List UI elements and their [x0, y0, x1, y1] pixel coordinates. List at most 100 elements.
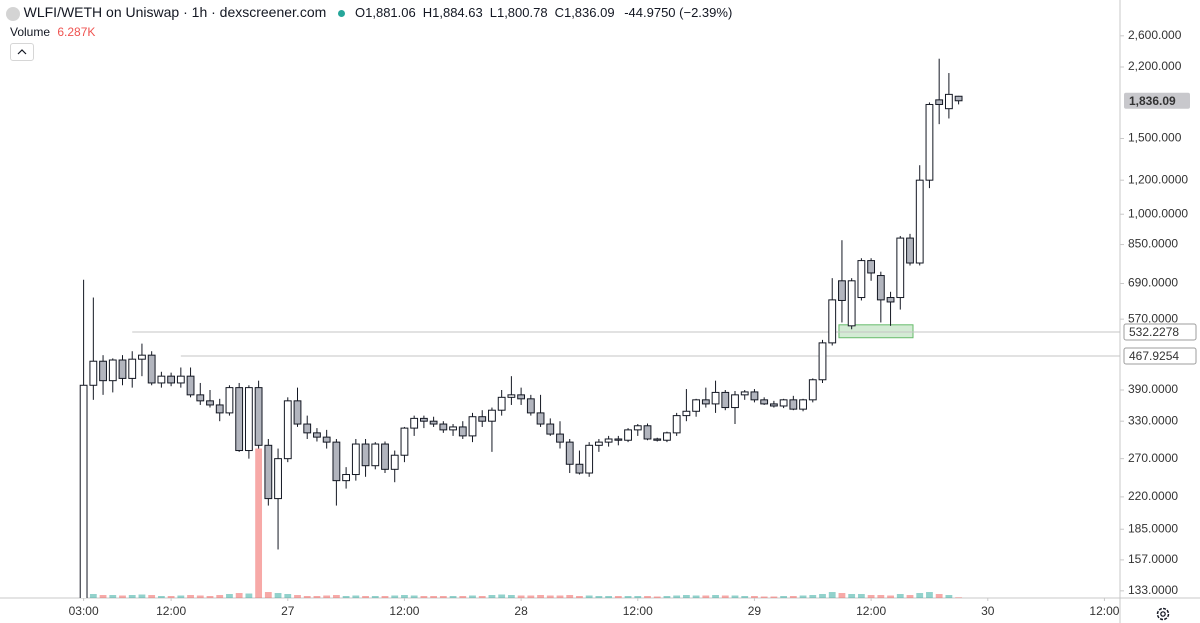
volume-bar [362, 596, 369, 598]
candle-body [99, 360, 107, 382]
y-tick-label: 2,600.000 [1128, 28, 1182, 42]
volume-bar [653, 596, 661, 598]
collapse-button[interactable] [10, 43, 34, 61]
volume-bar [634, 596, 642, 598]
ohlc-value: 1,884.63 [432, 5, 483, 20]
candle-body [565, 441, 574, 465]
settings-icon[interactable] [1156, 607, 1170, 621]
volume-bar [546, 595, 554, 598]
volume-bar [274, 593, 282, 598]
candle-body [828, 299, 837, 344]
candle-body [147, 354, 156, 384]
volume-bar [284, 594, 292, 598]
candle-body [585, 444, 594, 474]
volume-bar [469, 595, 476, 598]
volume-bar [478, 596, 486, 598]
candle-body [206, 400, 214, 406]
candle-body [526, 398, 535, 414]
volume-bar [585, 595, 593, 598]
candle-body [497, 396, 506, 411]
candle-body [886, 297, 895, 303]
volume-bar [303, 596, 311, 598]
y-tick-label: 690.0000 [1128, 276, 1178, 290]
ohlc-key: H [422, 5, 433, 20]
x-tick-label: 29 [748, 604, 762, 618]
volume-bar [89, 594, 97, 598]
candle-body [701, 399, 710, 405]
candle-body [293, 400, 302, 425]
volume-bar [527, 595, 535, 598]
volume-bar [682, 595, 690, 598]
volume-bar [809, 595, 817, 598]
volume-bar [916, 593, 924, 598]
volume-bar [721, 595, 729, 598]
candle-body [536, 412, 545, 425]
x-tick-label: 28 [514, 604, 528, 618]
price-line-label: 467.9254 [1129, 349, 1179, 363]
price-line-label-box [1123, 347, 1197, 365]
volume-bar [371, 596, 379, 598]
y-tick-label: 185.0000 [1128, 521, 1178, 535]
candle-body [944, 93, 953, 110]
header: WLFI/WETH on Uniswap · 1h · dexscreener.… [6, 4, 326, 21]
last-price-box [1124, 92, 1190, 109]
candle-body [906, 237, 914, 264]
candle-body [361, 443, 370, 467]
x-tick-label: 12:00 [389, 604, 419, 618]
collapse-icon [17, 49, 27, 55]
candle-body [750, 391, 759, 401]
ohlc-value: 1,836.09 [563, 5, 615, 20]
candle-body [847, 280, 856, 327]
volume-bar [119, 595, 126, 598]
volume-bar [410, 595, 418, 598]
volume-bar [255, 448, 263, 598]
volume-bar [605, 596, 613, 598]
volume-bar [760, 596, 768, 598]
candle-body [351, 443, 360, 476]
y-tick-label: 220.0000 [1128, 489, 1178, 503]
volume-bar [264, 592, 272, 598]
volume-legend: Volume 6.287K [10, 25, 95, 39]
ohlc-key: C [554, 5, 564, 20]
ohlc-key: O [355, 5, 366, 20]
candle-body [371, 443, 380, 467]
candle-body [692, 399, 701, 412]
candle-body [381, 443, 389, 470]
candle-body [89, 360, 98, 386]
ohlc-value: 1,800.78 [496, 5, 548, 20]
candle-body [419, 417, 428, 422]
candle-body [769, 403, 778, 407]
volume-bar [838, 593, 846, 598]
volume-bar [789, 596, 797, 598]
volume-bar [566, 595, 574, 598]
volume-bar [663, 596, 671, 598]
candle-body [186, 375, 195, 396]
change: -44.9750 [624, 5, 676, 20]
candle-body [594, 441, 603, 446]
candle-body [303, 423, 312, 434]
volume-bar [439, 596, 447, 598]
y-tick-label: 1,200.0000 [1128, 172, 1188, 186]
volume-bar [167, 596, 175, 598]
candle-body [108, 359, 117, 382]
volume-bar [945, 595, 953, 598]
candle-body [468, 416, 477, 437]
x-tick-label: 30 [981, 604, 995, 618]
candle-body [896, 237, 905, 299]
candle-body [390, 454, 399, 470]
volume-bar [692, 595, 700, 598]
candle-body [167, 375, 176, 384]
volume-bar [741, 596, 749, 598]
volume-bar [313, 596, 321, 598]
volume-bar [216, 595, 224, 598]
volume-bar [770, 596, 778, 598]
candle-body [740, 391, 749, 396]
volume-bar [226, 594, 233, 598]
candle-body [663, 432, 671, 441]
y-tick-label: 270.0000 [1128, 451, 1178, 465]
volume-bar [401, 595, 408, 598]
candle-body [157, 375, 166, 384]
candle-body [643, 425, 652, 440]
candle-body [254, 387, 263, 446]
